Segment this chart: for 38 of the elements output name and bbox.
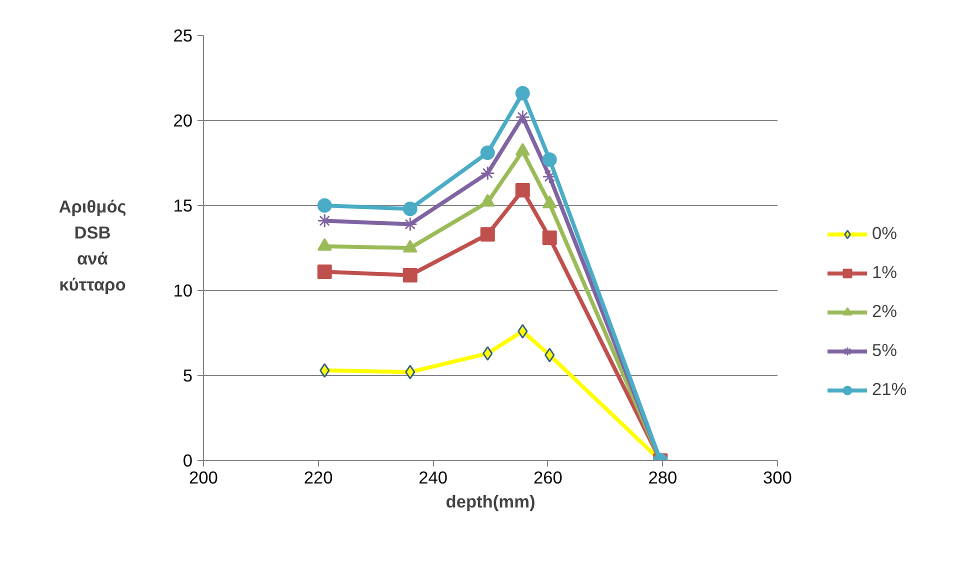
legend-label: 0%	[872, 223, 898, 244]
point	[515, 86, 530, 101]
y-tick-label: 20	[173, 110, 193, 130]
y-tick-label: 0	[182, 450, 193, 470]
y-tick-label: 25	[173, 26, 193, 46]
y-tick-label: 15	[173, 196, 193, 216]
point	[405, 364, 416, 380]
point	[542, 230, 557, 246]
point	[544, 348, 555, 362]
x-tick-label: 300	[763, 468, 792, 488]
point	[515, 182, 530, 198]
point	[515, 110, 530, 124]
x-axis-title: depth(mm)	[446, 492, 536, 512]
point	[480, 146, 495, 160]
legend-label: 1%	[872, 262, 898, 283]
y-axis-title: Αριθμός DSB ανά κύτταρο	[58, 196, 126, 294]
point	[482, 346, 493, 361]
point	[320, 363, 330, 378]
point	[402, 202, 418, 216]
point	[542, 169, 557, 184]
legend-label: 21%	[872, 379, 907, 400]
point	[317, 198, 332, 213]
y-tick-label: 5	[182, 366, 193, 386]
x-tick-label: 260	[533, 468, 562, 488]
point	[480, 227, 495, 242]
point	[402, 268, 418, 282]
x-tick-label: 280	[648, 468, 678, 488]
point	[542, 152, 557, 167]
x-tick-label: 200	[189, 468, 218, 488]
x-tick-label: 220	[304, 468, 333, 488]
legend-label: 2%	[872, 301, 898, 322]
x-tick-label: 240	[418, 468, 448, 488]
point	[518, 324, 528, 339]
y-tick-label: 10	[173, 280, 193, 300]
point	[317, 214, 332, 228]
point	[480, 166, 495, 180]
legend-label: 5%	[872, 340, 898, 361]
point	[317, 264, 332, 280]
